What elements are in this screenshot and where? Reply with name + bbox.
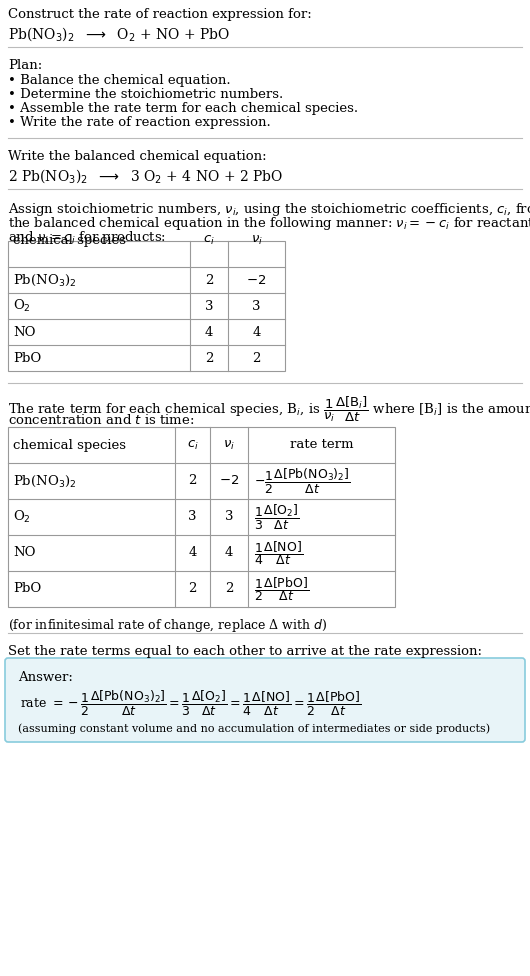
Bar [8, 241, 285, 371]
Text: • Assemble the rate term for each chemical species.: • Assemble the rate term for each chemic… [8, 102, 358, 115]
Text: 3: 3 [188, 510, 197, 523]
Text: Plan:: Plan: [8, 59, 42, 72]
Text: (assuming constant volume and no accumulation of intermediates or side products): (assuming constant volume and no accumul… [18, 723, 490, 734]
Text: • Write the rate of reaction expression.: • Write the rate of reaction expression. [8, 116, 271, 129]
Text: $\dfrac{1}{3}\dfrac{\Delta[\mathrm{O_2}]}{\Delta t}$: $\dfrac{1}{3}\dfrac{\Delta[\mathrm{O_2}]… [254, 503, 299, 532]
Text: $-2$: $-2$ [219, 474, 239, 487]
Text: $-2$: $-2$ [246, 273, 267, 287]
FancyBboxPatch shape [5, 658, 525, 742]
Text: chemical species: chemical species [13, 233, 126, 247]
Text: $\dfrac{1}{2}\dfrac{\Delta[\mathrm{PbO}]}{\Delta t}$: $\dfrac{1}{2}\dfrac{\Delta[\mathrm{PbO}]… [254, 575, 309, 603]
Text: 4: 4 [252, 326, 261, 339]
Text: $c_i$: $c_i$ [187, 438, 198, 452]
Text: 2: 2 [225, 583, 233, 595]
Text: 4: 4 [225, 547, 233, 559]
Text: $\nu_i$: $\nu_i$ [251, 233, 262, 247]
Text: NO: NO [13, 547, 36, 559]
Text: O$_2$: O$_2$ [13, 298, 31, 314]
Text: • Balance the chemical equation.: • Balance the chemical equation. [8, 74, 231, 87]
Text: 2: 2 [205, 273, 213, 287]
Text: Answer:: Answer: [18, 671, 73, 684]
Text: $c_i$: $c_i$ [203, 233, 215, 247]
Text: Pb(NO$_3$)$_2$: Pb(NO$_3$)$_2$ [13, 473, 77, 489]
Text: 2 Pb(NO$_3$)$_2$  $\longrightarrow$  3 O$_2$ + 4 NO + 2 PbO: 2 Pb(NO$_3$)$_2$ $\longrightarrow$ 3 O$_… [8, 167, 283, 184]
Text: $\dfrac{1}{4}\dfrac{\Delta[\mathrm{NO}]}{\Delta t}$: $\dfrac{1}{4}\dfrac{\Delta[\mathrm{NO}]}… [254, 539, 303, 567]
Text: NO: NO [13, 326, 36, 339]
Text: concentration and $t$ is time:: concentration and $t$ is time: [8, 413, 195, 427]
Text: chemical species: chemical species [13, 438, 126, 452]
Text: 4: 4 [205, 326, 213, 339]
Text: Assign stoichiometric numbers, $\nu_i$, using the stoichiometric coefficients, $: Assign stoichiometric numbers, $\nu_i$, … [8, 201, 530, 218]
Text: 2: 2 [188, 583, 197, 595]
Text: The rate term for each chemical species, B$_i$, is $\dfrac{1}{\nu_i}\dfrac{\Delt: The rate term for each chemical species,… [8, 395, 530, 425]
Text: • Determine the stoichiometric numbers.: • Determine the stoichiometric numbers. [8, 88, 283, 101]
Text: Construct the rate of reaction expression for:: Construct the rate of reaction expressio… [8, 8, 312, 21]
Text: rate term: rate term [290, 438, 354, 452]
Text: Pb(NO$_3$)$_2$  $\longrightarrow$  O$_2$ + NO + PbO: Pb(NO$_3$)$_2$ $\longrightarrow$ O$_2$ +… [8, 25, 230, 43]
Text: 3: 3 [205, 300, 213, 312]
Text: $\nu_i$: $\nu_i$ [223, 438, 235, 452]
Text: the balanced chemical equation in the following manner: $\nu_i = -c_i$ for react: the balanced chemical equation in the fo… [8, 215, 530, 232]
Text: PbO: PbO [13, 583, 41, 595]
Text: (for infinitesimal rate of change, replace Δ with $d$): (for infinitesimal rate of change, repla… [8, 617, 328, 634]
Bar [8, 427, 395, 607]
Text: 2: 2 [252, 351, 261, 364]
Text: $-\dfrac{1}{2}\dfrac{\Delta[\mathrm{Pb(NO_3)_2}]}{\Delta t}$: $-\dfrac{1}{2}\dfrac{\Delta[\mathrm{Pb(N… [254, 467, 351, 496]
Text: PbO: PbO [13, 351, 41, 364]
Text: Pb(NO$_3$)$_2$: Pb(NO$_3$)$_2$ [13, 272, 77, 288]
Text: 3: 3 [252, 300, 261, 312]
Text: 2: 2 [188, 474, 197, 487]
Text: O$_2$: O$_2$ [13, 508, 31, 525]
Text: Set the rate terms equal to each other to arrive at the rate expression:: Set the rate terms equal to each other t… [8, 645, 482, 658]
Text: rate $= -\dfrac{1}{2}\dfrac{\Delta[\mathrm{Pb(NO_3)_2}]}{\Delta t} = \dfrac{1}{3: rate $= -\dfrac{1}{2}\dfrac{\Delta[\math… [20, 689, 361, 718]
Text: 4: 4 [188, 547, 197, 559]
Text: 2: 2 [205, 351, 213, 364]
Text: Write the balanced chemical equation:: Write the balanced chemical equation: [8, 150, 267, 163]
Text: 3: 3 [225, 510, 233, 523]
Text: and $\nu_i = c_i$ for products:: and $\nu_i = c_i$ for products: [8, 229, 166, 246]
